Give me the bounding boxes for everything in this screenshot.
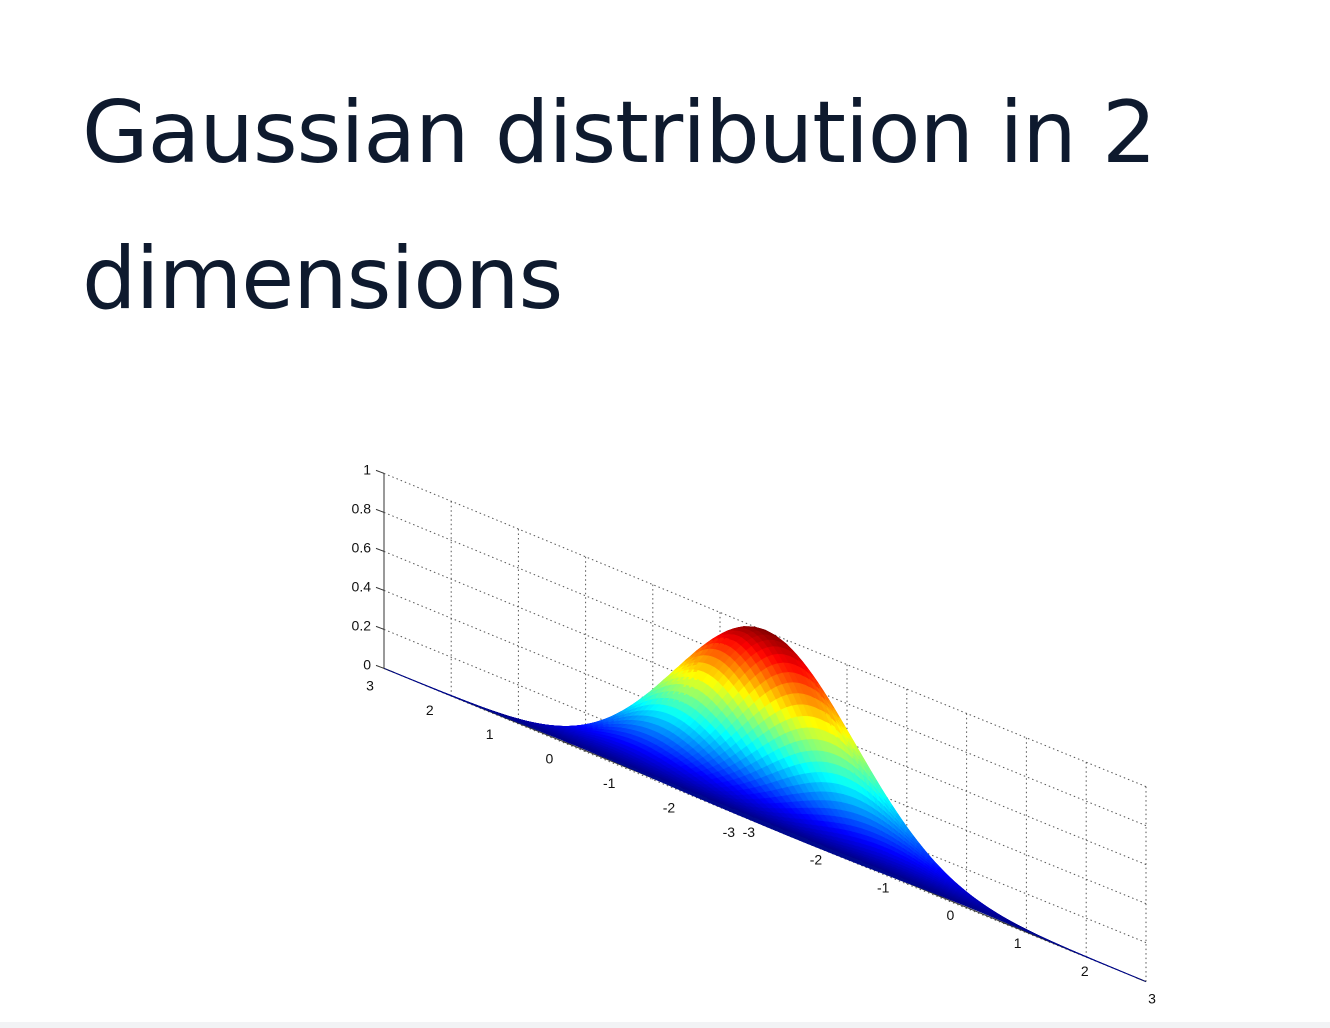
- z-tick-mark: [376, 587, 384, 590]
- surface-plot: [384, 627, 1146, 982]
- z-tick-mark: [376, 509, 384, 512]
- z-tick-mark: [376, 626, 384, 629]
- z-tick-mark: [376, 470, 384, 473]
- z-tick-mark: [376, 548, 384, 551]
- z-tick-mark: [376, 665, 384, 668]
